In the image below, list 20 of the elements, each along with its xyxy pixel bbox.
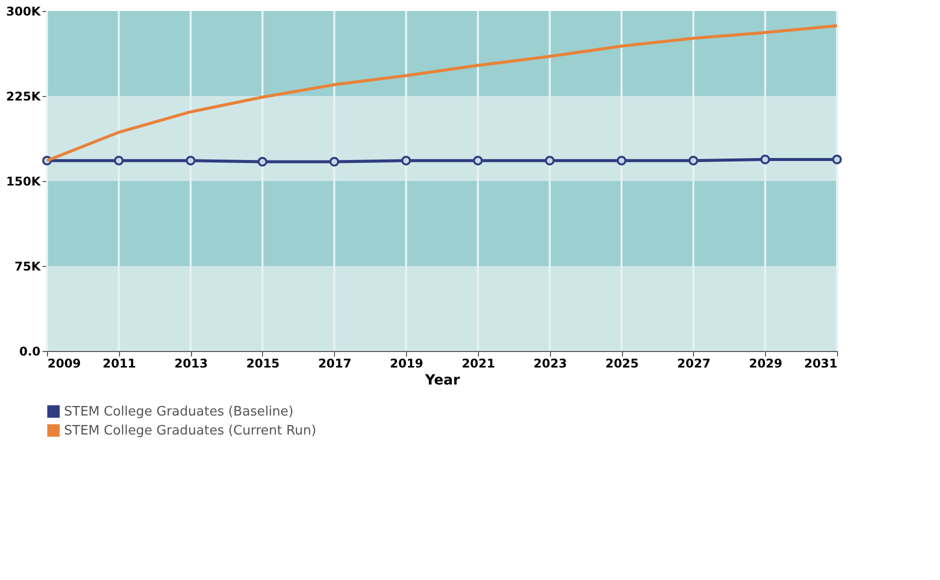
x-tick-label: 2025 — [605, 356, 639, 370]
x-tick-label: 2029 — [748, 356, 782, 370]
x-axis-title: Year — [424, 372, 460, 388]
y-tick-label: 0.0 — [19, 344, 40, 358]
x-tick-label: 2019 — [390, 356, 424, 370]
x-tick-label: 2027 — [677, 356, 711, 370]
y-tick-label: 150K — [6, 174, 42, 188]
x-tick-label: 2021 — [462, 356, 496, 370]
y-tick-label: 75K — [14, 260, 42, 274]
x-tick-label: 2031 — [804, 356, 838, 370]
legend-label: STEM College Graduates (Baseline) — [64, 404, 294, 420]
x-tick-label: 2013 — [174, 356, 208, 370]
x-tick-label: 2023 — [534, 356, 567, 370]
x-tick-label: 2011 — [102, 356, 136, 370]
x-tick-label: 2009 — [48, 356, 81, 370]
y-tick-label: 225K — [6, 90, 42, 104]
x-tick-label: 2015 — [246, 356, 280, 370]
x-tick-label: 2017 — [318, 356, 352, 370]
y-tick-label: 300K — [6, 4, 42, 18]
legend-label: STEM College Graduates (Current Run) — [64, 424, 316, 438]
